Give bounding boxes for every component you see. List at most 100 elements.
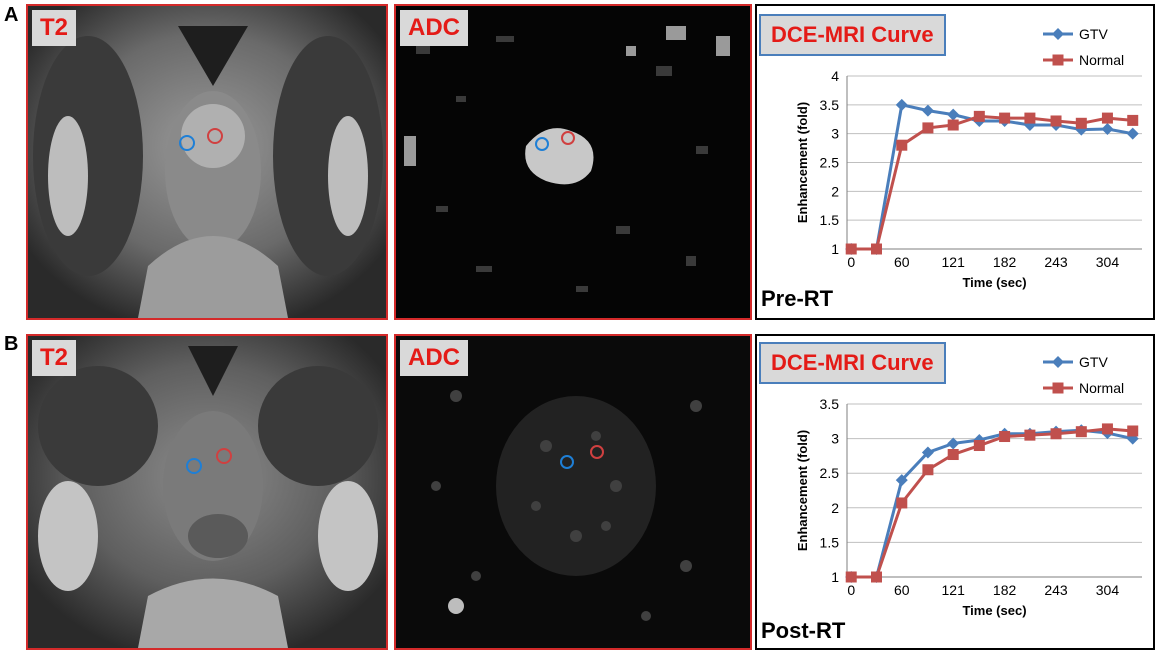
data-point (1101, 112, 1113, 124)
data-point (947, 108, 960, 121)
x-tick-label: 182 (993, 254, 1017, 270)
x-axis-label: Time (sec) (962, 603, 1026, 618)
adc-image-panel-b: ADC (394, 334, 752, 650)
legend-label: GTV (1079, 354, 1108, 370)
y-tick-label: 1 (831, 241, 839, 257)
data-point (896, 139, 908, 151)
x-tick-label: 304 (1096, 254, 1120, 270)
legend-label: Normal (1079, 52, 1124, 68)
adc-mri-image (396, 336, 750, 648)
phase-label-b: Post-RT (761, 618, 846, 643)
dce-chart-panel-a: 1 1.5 2 2.5 3 3.5 4 0 60 121 182 243 304 Time (sec) En… (755, 4, 1155, 320)
data-point (1101, 423, 1113, 435)
roi-gtv-marker (179, 135, 195, 151)
y-tick-label: 4 (831, 68, 839, 84)
data-point (871, 571, 882, 583)
roi-gtv-marker (535, 137, 549, 151)
adc-mri-image (396, 6, 750, 318)
y-tick-label: 2.5 (820, 465, 840, 481)
data-point (947, 449, 959, 461)
y-tick-label: 2 (831, 183, 839, 199)
adc-image-panel-a: ADC (394, 4, 752, 320)
dce-chart-b: 1 1.5 2 2.5 3 3.5 0 60 121 182 243 304 Time (sec) Enh… (795, 354, 1142, 618)
y-tick-label: 3.5 (820, 396, 840, 412)
data-point (947, 437, 960, 450)
y-tick-label: 3.5 (820, 97, 840, 113)
data-point (1126, 127, 1139, 140)
data-point (1075, 117, 1087, 129)
x-tick-label: 60 (894, 582, 910, 598)
adc-label: ADC (400, 340, 468, 376)
data-point (921, 446, 934, 459)
t2-image-panel-a: T2 (26, 4, 388, 320)
dce-chart-panel-b: 1 1.5 2 2.5 3 3.5 0 60 121 182 243 304 Time (sec) Enh… (755, 334, 1155, 650)
t2-mri-image (28, 336, 386, 648)
roi-gtv-marker (560, 455, 574, 469)
x-tick-label: 304 (1096, 582, 1120, 598)
data-point (895, 98, 908, 111)
x-tick-label: 121 (942, 582, 966, 598)
data-point (922, 464, 934, 476)
adc-label: ADC (400, 10, 468, 46)
dce-chart-a: 1 1.5 2 2.5 3 3.5 4 0 60 121 182 243 304 Time (sec) En… (795, 26, 1142, 290)
series-line-normal (851, 114, 1133, 251)
y-tick-label: 2.5 (820, 155, 840, 171)
legend-label: Normal (1079, 380, 1124, 396)
legend-marker (1052, 28, 1064, 40)
legend-marker (1052, 54, 1064, 66)
data-point (999, 431, 1011, 443)
roi-gtv-marker (186, 458, 202, 474)
series-line-normal (851, 427, 1133, 579)
roi-normal-marker (561, 131, 575, 145)
series-line-gtv (851, 428, 1134, 579)
data-point (1127, 425, 1139, 437)
x-tick-label: 182 (993, 582, 1017, 598)
row-letter-b: B (4, 333, 19, 355)
data-point (947, 119, 959, 131)
data-point (845, 243, 857, 255)
data-point (973, 110, 985, 122)
x-tick-label: 121 (942, 254, 966, 270)
t2-mri-image (28, 6, 386, 318)
roi-normal-marker (590, 445, 604, 459)
x-tick-label: 243 (1044, 254, 1068, 270)
chart-tag-b: DCE-MRI Curve (759, 342, 946, 384)
data-point (896, 497, 908, 509)
roi-normal-marker (216, 448, 232, 464)
y-axis-label: Enhancement (fold) (795, 430, 810, 551)
data-point (1024, 112, 1036, 124)
legend-label: GTV (1079, 26, 1108, 42)
y-tick-label: 1.5 (820, 534, 840, 550)
t2-label: T2 (32, 10, 77, 46)
row-letter-a: A (4, 4, 19, 26)
data-point (1127, 114, 1139, 126)
chart-tag-a: DCE-MRI Curve (759, 14, 946, 56)
data-point (973, 440, 985, 452)
y-tick-label: 1 (831, 569, 839, 585)
roi-normal-marker (207, 128, 223, 144)
t2-label: T2 (32, 340, 77, 376)
x-tick-label: 0 (847, 254, 855, 270)
data-point (1024, 429, 1036, 441)
data-point (1050, 115, 1062, 127)
x-tick-label: 0 (847, 582, 855, 598)
t2-image-panel-b: T2 (26, 334, 388, 650)
data-point (871, 243, 882, 255)
y-axis-label: Enhancement (fold) (795, 102, 810, 223)
data-point (922, 122, 934, 134)
data-point (845, 571, 857, 583)
phase-label-a: Pre-RT (761, 286, 834, 311)
legend-marker (1052, 356, 1064, 368)
data-point (1101, 123, 1114, 136)
data-point (1075, 426, 1087, 438)
data-point (999, 112, 1011, 124)
data-point (1050, 428, 1062, 440)
data-point (921, 104, 934, 117)
y-tick-label: 3 (831, 431, 839, 447)
y-tick-label: 1.5 (820, 212, 840, 228)
x-tick-label: 243 (1044, 582, 1068, 598)
y-tick-label: 3 (831, 126, 839, 142)
legend-marker (1052, 382, 1064, 394)
x-axis-label: Time (sec) (962, 275, 1026, 290)
data-point (895, 474, 908, 487)
